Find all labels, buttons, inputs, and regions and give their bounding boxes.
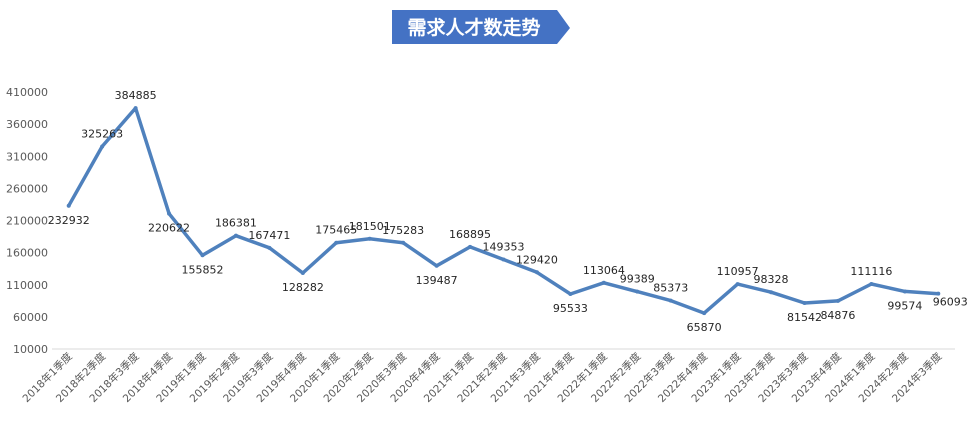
data-label: 232932 [48,214,90,227]
data-label: 84876 [820,309,855,322]
data-point [334,240,339,245]
data-label: 175465 [315,224,357,237]
data-label: 111116 [850,265,892,278]
data-point [802,301,807,306]
x-axis: 2018年1季度2018年2季度2018年3季度2018年4季度2019年1季度… [20,348,955,405]
data-label: 175283 [382,224,424,237]
data-point [769,290,774,295]
data-point [434,263,439,268]
data-label: 168895 [449,228,491,241]
data-point [167,211,172,216]
data-label: 65870 [687,321,722,334]
data-point [635,289,640,294]
y-tick-label: 360000 [6,118,48,131]
data-labels: 232932 325263 384885 220622 155852 1863811674… [48,89,968,334]
series-line [66,106,941,315]
data-label: 181501 [349,220,391,233]
y-axis: 10000 60000 110000 160000 210000 260000 310000… [6,86,48,356]
data-point [200,253,205,258]
title-background [392,10,570,44]
data-label: 155852 [182,263,224,276]
data-label: 325263 [81,127,123,140]
data-label: 139487 [416,274,458,287]
data-label: 128282 [282,281,324,294]
y-tick-label: 410000 [6,86,48,99]
data-point [267,245,272,250]
y-tick-label: 10000 [13,343,48,356]
data-point [367,236,372,241]
data-point [835,298,840,303]
data-point [668,298,673,303]
data-label: 113064 [583,264,625,277]
data-point [936,291,941,296]
data-label: 81542 [787,311,822,324]
data-label: 96093 [933,296,968,309]
data-point [869,282,874,287]
data-point [468,244,473,249]
data-label: 220622 [148,222,190,235]
data-point [233,233,238,238]
y-tick-label: 110000 [6,279,48,292]
data-points [66,106,941,316]
data-point [902,289,907,294]
data-point [568,292,573,297]
y-tick-label: 260000 [6,182,48,195]
title-banner: 需求人才数走势 [392,10,570,44]
data-label: 186381 [215,217,257,230]
data-point [300,271,305,276]
data-label: 129420 [516,253,558,266]
data-label: 167471 [248,229,290,242]
data-point [735,282,740,287]
data-label: 85373 [653,282,688,295]
data-point [534,270,539,275]
data-point [601,280,606,285]
data-label: 110957 [717,265,759,278]
data-label: 95533 [553,302,588,315]
data-point [100,144,105,149]
data-point [66,203,71,208]
chart-title: 需求人才数走势 [407,16,540,39]
data-point [501,257,506,262]
data-label: 149353 [483,240,525,253]
data-point [401,240,406,245]
data-series [66,106,941,315]
data-label: 99574 [887,299,922,312]
data-label: 384885 [115,89,157,102]
data-point [133,106,138,111]
y-tick-label: 60000 [13,311,48,324]
y-tick-label: 210000 [6,215,48,228]
data-label: 98328 [754,273,789,286]
y-tick-label: 310000 [6,150,48,163]
y-tick-label: 160000 [6,247,48,260]
data-label: 99389 [620,273,655,286]
data-point [702,311,707,316]
